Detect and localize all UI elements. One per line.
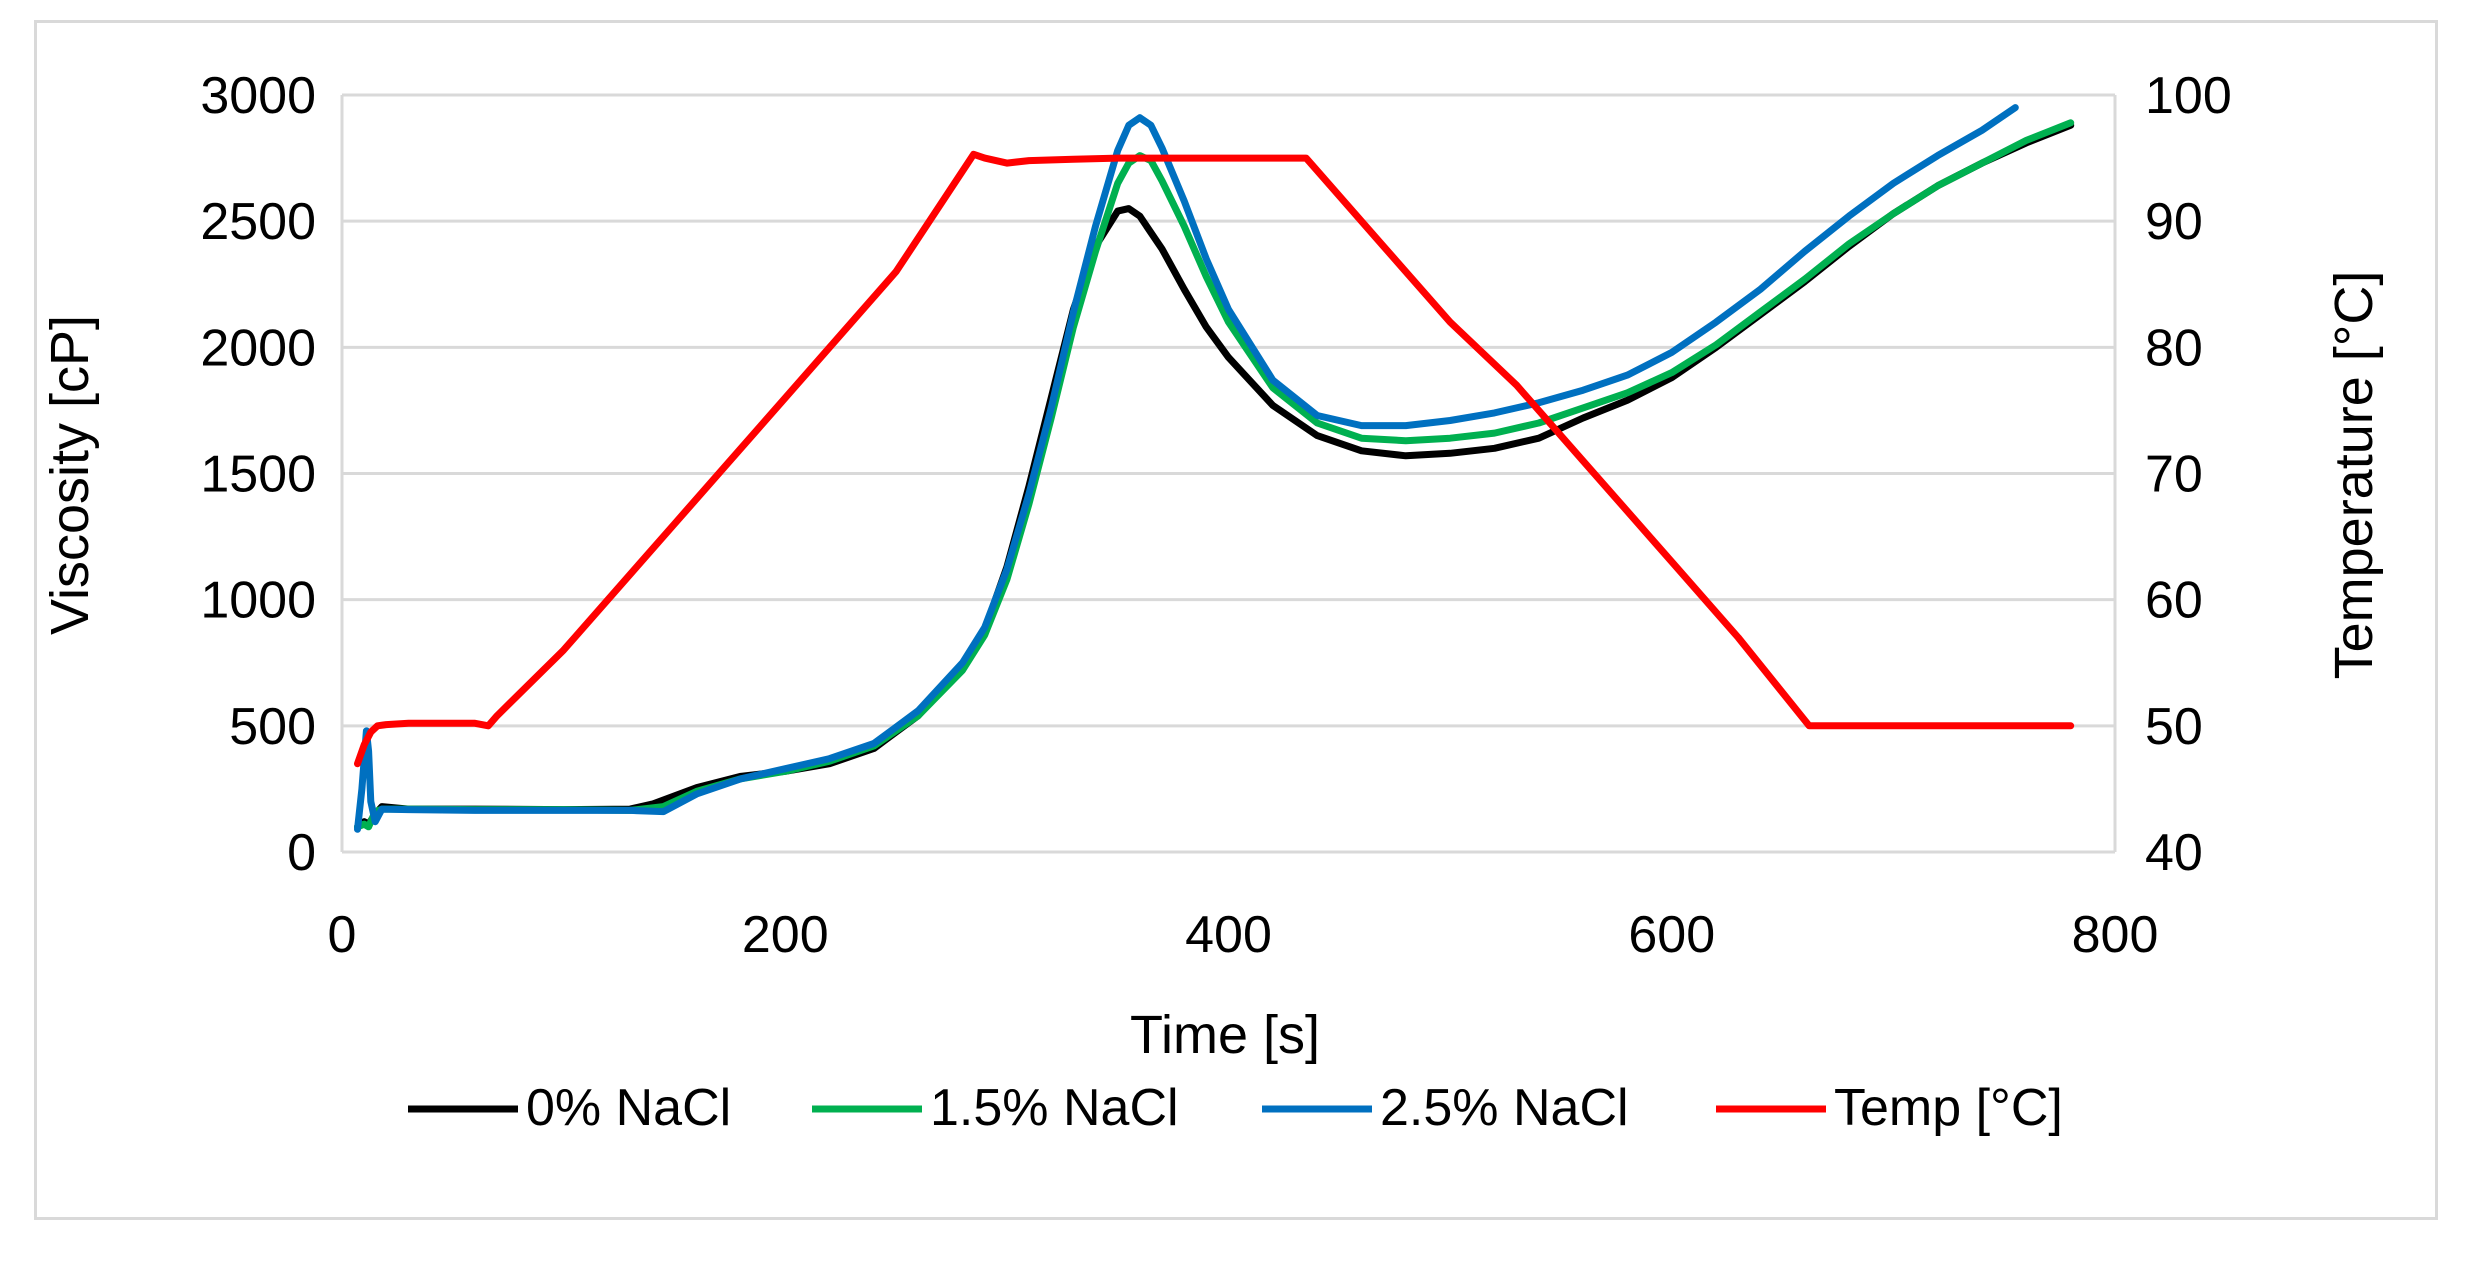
- y2-tick-label: 40: [2145, 824, 2203, 882]
- series-lines: [354, 104, 2075, 833]
- series-line-0: [354, 121, 2075, 831]
- y-axis-ticks: 0 500 1000 1500 2000 2500 3000: [200, 67, 316, 882]
- y2-tick-label: 60: [2145, 572, 2203, 630]
- series-line-2: [354, 104, 2019, 833]
- y2-axis-ticks: 40 50 60 70 80 90 100: [2145, 67, 2232, 882]
- y2-tick-label: 90: [2145, 193, 2203, 251]
- legend: 0% NaCl 1.5% NaCl 2.5% NaCl Temp [°C]: [408, 1079, 2063, 1137]
- y2-tick-label: 100: [2145, 67, 2232, 125]
- y-axis-title: Viscosity [cP]: [40, 315, 100, 635]
- x-tick-label: 0: [328, 906, 357, 964]
- y-tick-label: 0: [287, 824, 316, 882]
- x-tick-label: 200: [742, 906, 829, 964]
- y-tick-label: 500: [229, 698, 316, 756]
- y-tick-label: 2000: [200, 319, 316, 377]
- y-tick-label: 2500: [200, 193, 316, 251]
- legend-label: 2.5% NaCl: [1380, 1079, 1629, 1137]
- legend-label: Temp [°C]: [1834, 1079, 2063, 1137]
- y2-axis-title: Temperature [°C]: [2324, 271, 2384, 680]
- gridlines: [340, 93, 2117, 854]
- y2-tick-label: 80: [2145, 319, 2203, 377]
- x-axis-title: Time [s]: [1130, 1005, 1320, 1065]
- x-axis-ticks: 0 200 400 600 800: [328, 906, 2159, 964]
- legend-label: 1.5% NaCl: [930, 1079, 1179, 1137]
- x-tick-label: 600: [1628, 906, 1715, 964]
- y-tick-label: 3000: [200, 67, 316, 125]
- series-line-3: [354, 150, 2075, 768]
- legend-label: 0% NaCl: [526, 1079, 731, 1137]
- y2-tick-label: 50: [2145, 698, 2203, 756]
- x-tick-label: 400: [1185, 906, 1272, 964]
- x-tick-label: 800: [2072, 906, 2159, 964]
- y2-tick-label: 70: [2145, 446, 2203, 504]
- y-tick-label: 1500: [200, 446, 316, 504]
- y-tick-label: 1000: [200, 572, 316, 630]
